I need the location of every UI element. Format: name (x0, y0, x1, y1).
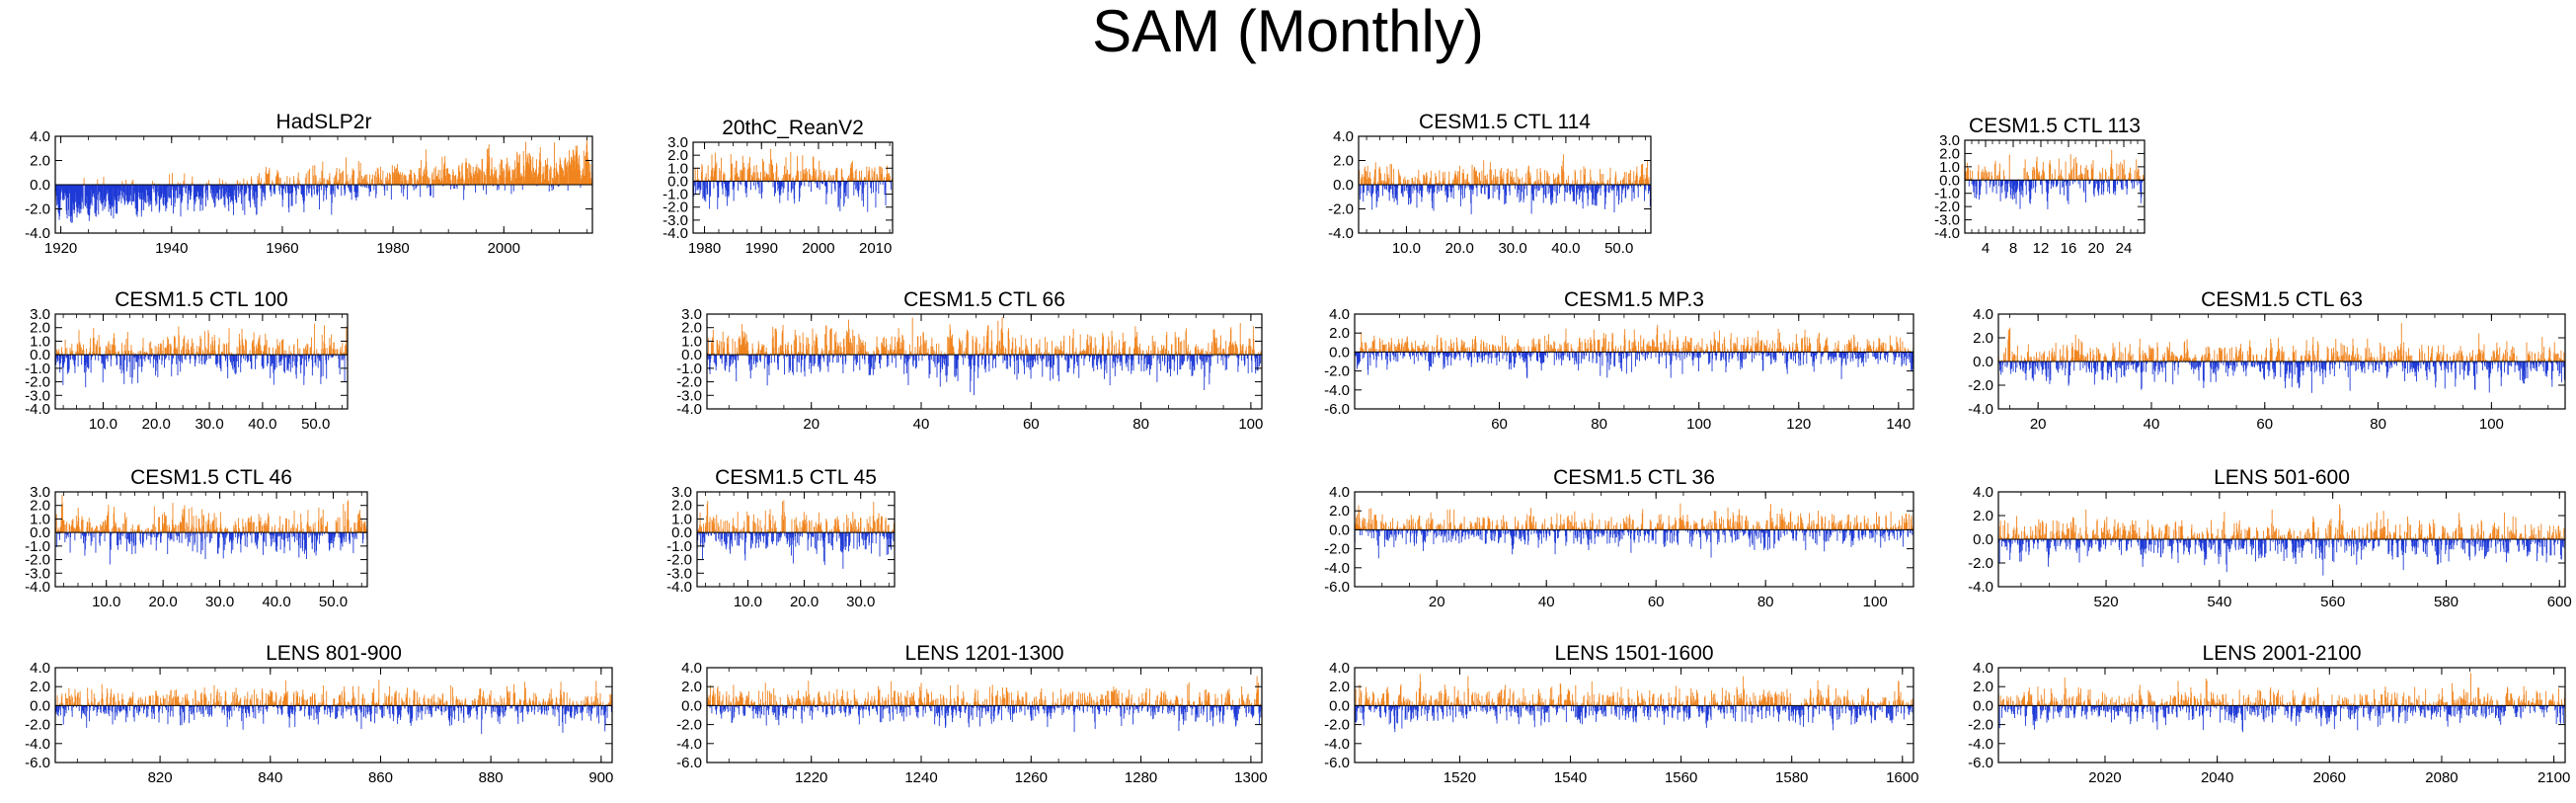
x-tick-label: 100 (1238, 416, 1263, 433)
y-tick-label: 1.0 (667, 160, 688, 177)
x-tick-label: 10.0 (1392, 240, 1421, 257)
y-tick-label: -3.0 (663, 212, 688, 229)
x-tick-label: 2000 (488, 240, 520, 257)
y-tick-label: -2.0 (1328, 201, 1354, 218)
y-tick-label: 4.0 (1333, 128, 1354, 145)
y-tick-label: -1.0 (1934, 186, 1960, 202)
y-tick-label: 2.0 (667, 147, 688, 164)
y-tick-label: 3.0 (1939, 132, 1960, 149)
chart-panel: CESM1.5 CTL 66 3.02.01.00.0-1.0-2.0-3.0-4… (676, 288, 1263, 433)
y-tick-label: 2.0 (30, 320, 50, 337)
x-tick-label: 20.0 (1445, 240, 1474, 257)
x-tick-label: 50.0 (1604, 240, 1633, 257)
y-tick-label: 0.0 (681, 347, 702, 363)
y-tick-label: -3.0 (676, 387, 702, 404)
y-tick-label: -4.0 (1328, 225, 1354, 242)
x-tick-label: 40.0 (248, 416, 276, 433)
y-tick-label: -2.0 (25, 374, 50, 391)
x-tick-label: 12 (2033, 240, 2050, 257)
y-tick-label: 2.0 (1333, 153, 1354, 170)
y-tick-label: -4.0 (663, 225, 688, 242)
x-tick-label: 20.0 (142, 416, 171, 433)
y-tick-label: 0.0 (1333, 177, 1354, 194)
x-tick-label: 1980 (376, 240, 409, 257)
chart-title: CESM1.5 CTL 66 (903, 288, 1065, 311)
x-tick-label: 1920 (44, 240, 77, 257)
x-tick-label: 30.0 (195, 416, 223, 433)
x-tick-label: 2000 (802, 240, 834, 257)
y-tick-label: 1.0 (681, 333, 702, 350)
x-tick-label: 24 (2116, 240, 2133, 257)
plot-frame (706, 313, 1263, 410)
x-tick-label: 1940 (155, 240, 188, 257)
y-tick-label: 3.0 (667, 134, 688, 151)
y-tick-label: -1.0 (676, 361, 702, 377)
chart-title: CESM1.5 CTL 114 (1419, 111, 1591, 133)
x-tick-label: 1990 (745, 240, 778, 257)
y-tick-label: 2.0 (681, 320, 702, 337)
x-tick-label: 16 (2061, 240, 2077, 257)
y-tick-label: 0.0 (667, 173, 688, 190)
x-tick-label: 30.0 (1498, 240, 1526, 257)
chart-panel: CESM1.5 CTL 113 3.02.01.00.0-1.0-2.0-3.0-… (1934, 115, 2146, 257)
y-tick-label: 1.0 (30, 333, 50, 350)
y-tick-label: -2.0 (663, 200, 688, 216)
x-tick-label: 4 (1982, 240, 1990, 257)
plot-frame (54, 313, 349, 410)
x-tick-label: 80 (1132, 416, 1149, 433)
y-tick-label: 0.0 (30, 177, 50, 194)
x-tick-label: 8 (2009, 240, 2017, 257)
chart-title: HadSLP2r (276, 111, 372, 133)
plot-frame (1964, 139, 2146, 234)
x-tick-label: 20 (2088, 240, 2105, 257)
x-tick-label: 10.0 (89, 416, 117, 433)
y-tick-label: -2.0 (676, 374, 702, 391)
chart-panel: CESM1.5 MP.34.02.00.0-2.0-4.0-6.060 80 100… (1324, 288, 1914, 433)
x-tick-label: 50.0 (301, 416, 330, 433)
y-tick-label: -4.0 (1934, 225, 1960, 242)
x-tick-label: 60 (1023, 416, 1040, 433)
y-tick-label: -2.0 (25, 201, 50, 218)
chart-title: CESM1.5 CTL 100 (115, 288, 287, 311)
y-tick-label: 2.0 (30, 153, 50, 170)
y-tick-label: 3.0 (30, 306, 50, 323)
chart-panel: 20thC_ReanV2 3.02.01.00.0-1.0-2.0-3.0-4.0… (663, 117, 894, 257)
chart-title: 20thC_ReanV2 (722, 117, 864, 139)
y-tick-label: 0.0 (1939, 172, 1960, 189)
y-tick-label: -3.0 (1934, 212, 1960, 229)
x-tick-label: 1980 (688, 240, 721, 257)
x-tick-label: 20 (803, 416, 820, 433)
y-tick-label: 2.0 (1939, 145, 1960, 162)
y-tick-label: 3.0 (681, 306, 702, 323)
main-title: SAM (Monthly) (1092, 0, 1484, 64)
y-tick-label: 4.0 (30, 128, 50, 145)
chart-panel: CESM1.5 CTL 114 4.0 2.0 0.0 -2.0 -4.0 10.0 20.0… (1328, 111, 1652, 257)
x-tick-label: 40 (913, 416, 930, 433)
chart-title: CESM1.5 MP.3 (1564, 288, 1704, 311)
chart-panel: CESM1.5 CTL 100 3.02.01.00.0-1.0-2.0-3.0-… (25, 288, 349, 433)
y-tick-label: 1.0 (1939, 159, 1960, 176)
plot-frame (692, 141, 894, 234)
y-tick-label: -2.0 (1934, 199, 1960, 215)
x-tick-label: 2010 (859, 240, 892, 257)
x-tick-label: 40.0 (1551, 240, 1580, 257)
x-tick-label: 1960 (266, 240, 298, 257)
y-tick-label: 0.0 (30, 347, 50, 363)
y-tick-label: -3.0 (25, 387, 50, 404)
y-tick-label: -1.0 (663, 187, 688, 203)
y-tick-label: -4.0 (676, 401, 702, 418)
chart-title: CESM1.5 CTL 113 (1969, 115, 2141, 137)
y-tick-label: -4.0 (25, 401, 50, 418)
y-tick-label: -4.0 (25, 225, 50, 242)
y-tick-label: -1.0 (25, 361, 50, 377)
